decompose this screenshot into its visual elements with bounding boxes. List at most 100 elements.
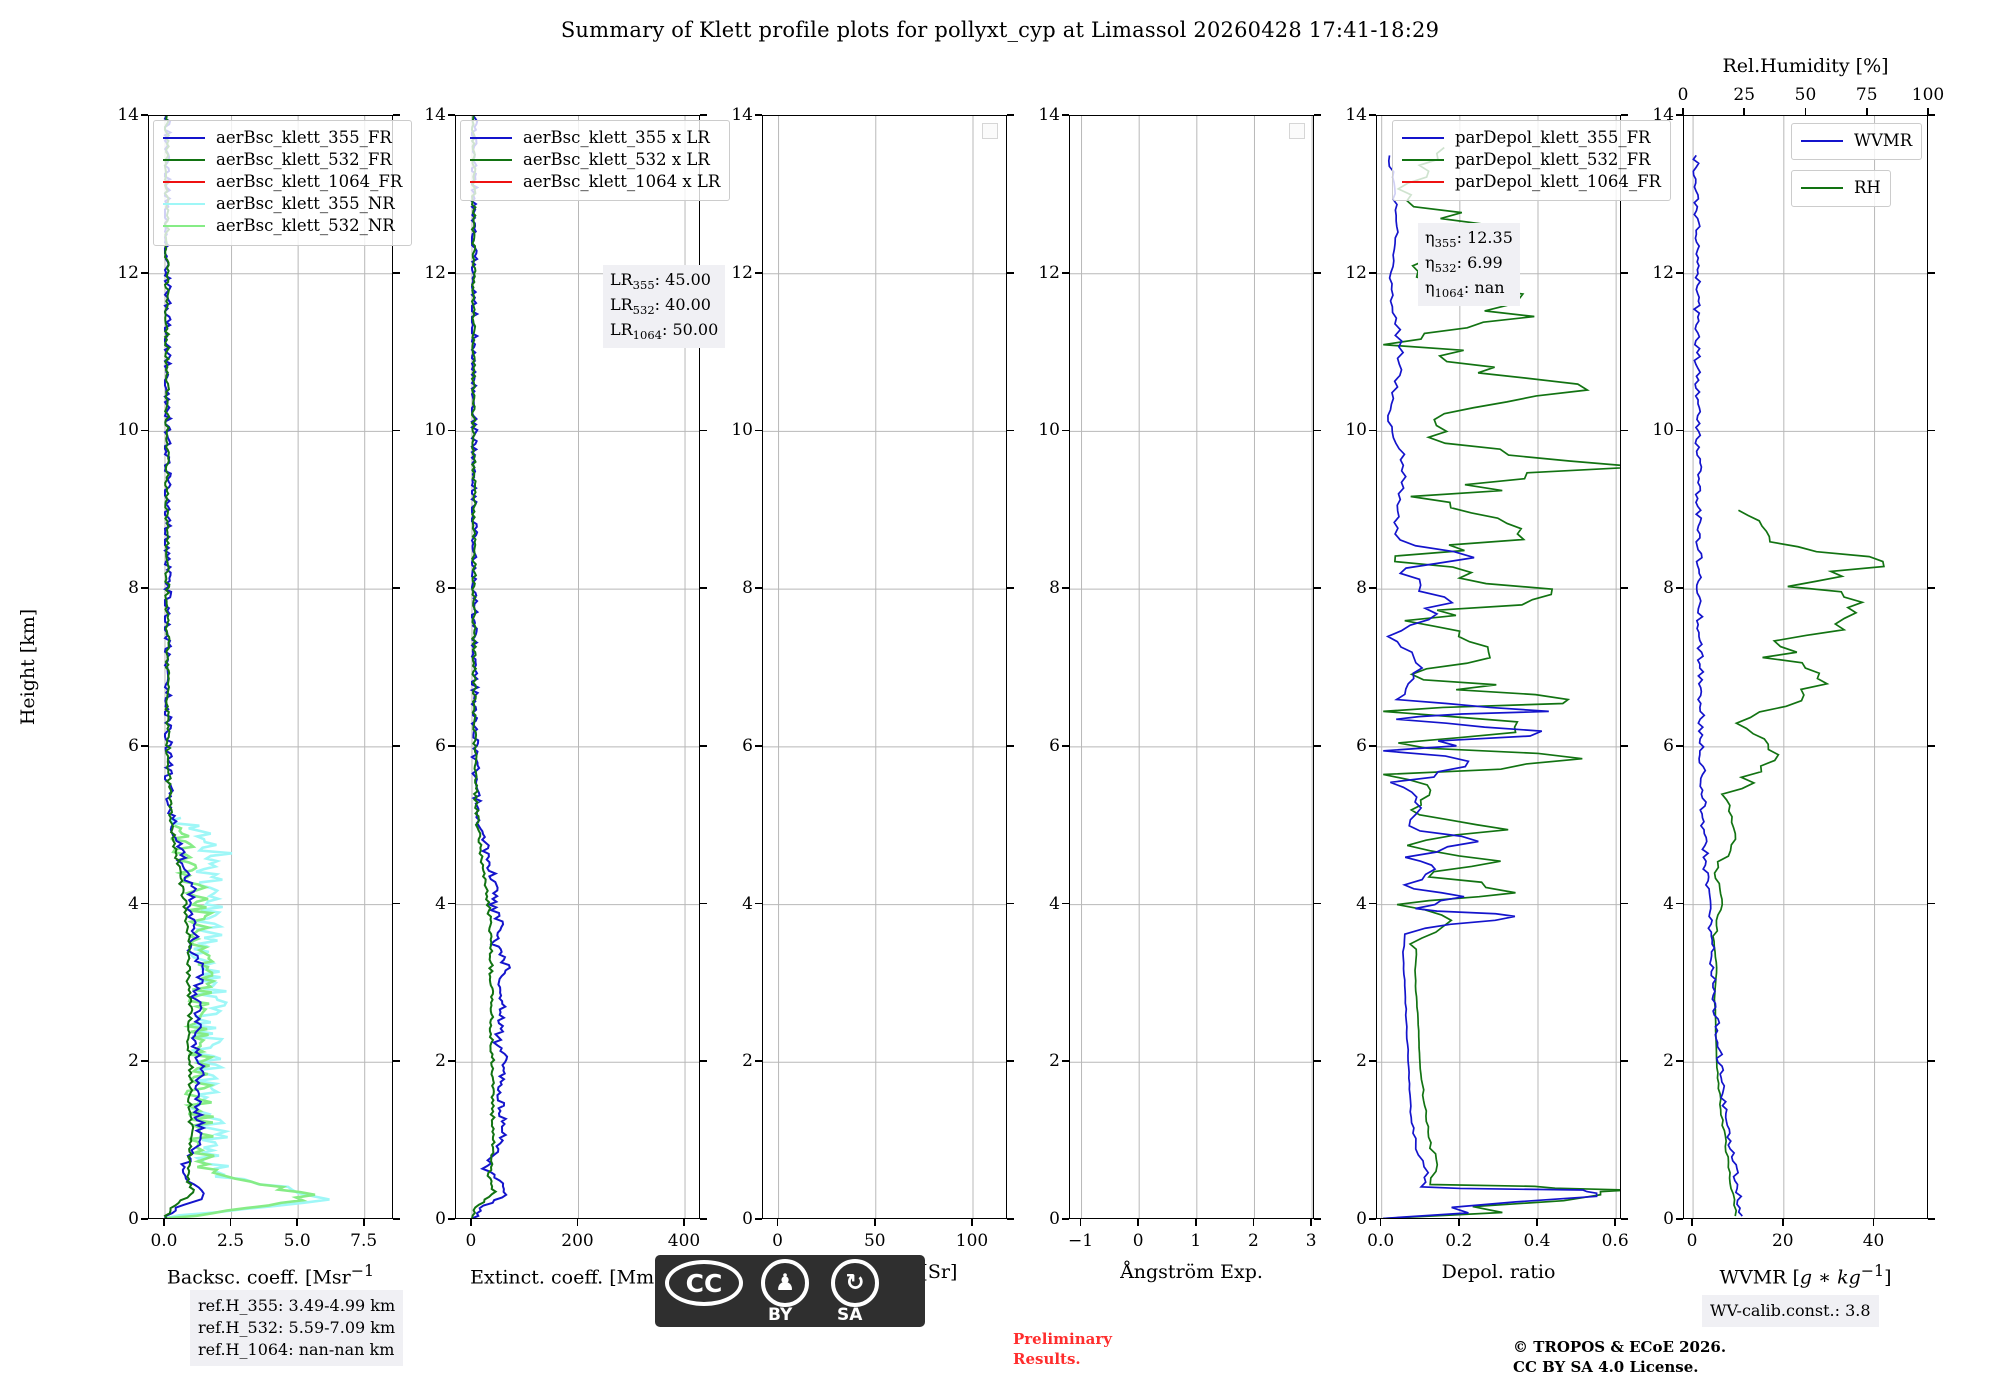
xtick-mark <box>683 1219 685 1226</box>
ytick-mark <box>448 902 455 905</box>
ytick-mark <box>1314 587 1321 589</box>
top-xtick-mark <box>1927 108 1929 115</box>
angstroem-curves <box>1070 116 1313 1218</box>
legend-label: aerBsc_klett_532_NR <box>216 216 395 236</box>
figure-title: Summary of Klett profile plots for polly… <box>560 18 1440 42</box>
ytick-mark <box>1007 902 1014 905</box>
panel-depol-ratio[interactable]: parDepol_klett_355_FR parDepol_klett_532_… <box>1345 105 1671 1283</box>
panel-wvmr-rh[interactable]: Rel.Humidity [%] WVMR RH WVMR [g ∗ kg−1]… <box>1652 55 1944 1288</box>
legend-entry[interactable]: aerBsc_klett_532_FR <box>163 149 402 171</box>
xtick-label: 7.5 <box>350 1231 378 1251</box>
legend-line-swatch <box>1402 159 1444 162</box>
legend-entry[interactable]: aerBsc_klett_1064_FR <box>163 171 402 193</box>
ytick-mark <box>393 429 400 432</box>
legend-line-swatch <box>470 159 512 162</box>
legend-line-swatch <box>163 137 205 140</box>
ytick-mark <box>1062 271 1069 274</box>
ytick-label: 0 <box>1049 1209 1060 1229</box>
xtick-label: 0 <box>1132 1231 1144 1251</box>
backscatter-curves <box>149 116 392 1218</box>
ytick-mark <box>1062 745 1069 747</box>
legend-entry[interactable]: aerBsc_klett_355_NR <box>163 193 402 215</box>
ytick-mark <box>1369 902 1376 905</box>
ytick-label: 12 <box>117 262 139 283</box>
ytick-mark <box>1676 745 1683 747</box>
ytick-mark <box>1676 587 1683 589</box>
xtick-mark <box>971 1219 973 1226</box>
legend-entry[interactable]: aerBsc_klett_1064 x LR <box>470 171 720 193</box>
panel-backscatter[interactable]: aerBsc_klett_355_FR aerBsc_klett_532_FR ae… <box>117 105 413 1316</box>
xtick-mark <box>776 1219 779 1226</box>
ytick-label: 6 <box>742 735 753 756</box>
xtick-mark <box>1379 1219 1382 1226</box>
xtick-label: 0 <box>1686 1231 1698 1251</box>
ytick-label: 2 <box>1356 1051 1367 1072</box>
topaxis-title-humidity: Rel.Humidity [%] <box>1722 55 1889 77</box>
ytick-mark <box>1007 1218 1014 1220</box>
ytick-label: 0 <box>128 1209 139 1229</box>
ytick-label: 12 <box>1038 262 1060 283</box>
legend-rh[interactable]: RH <box>1791 170 1891 208</box>
legend-depol-ratio[interactable]: parDepol_klett_355_FR parDepol_klett_532_… <box>1392 120 1671 202</box>
xtick-mark <box>1782 1219 1784 1226</box>
panel-extinction[interactable]: aerBsc_klett_355 x LR aerBsc_klett_532 x … <box>424 105 731 1288</box>
ytick-label: 6 <box>1663 735 1674 756</box>
empty-legend-angstroem[interactable] <box>1289 123 1305 139</box>
ytick-label: 12 <box>1345 262 1367 283</box>
legend-entry[interactable]: aerBsc_klett_355 x LR <box>470 127 720 149</box>
xtick-label: 20 <box>1771 1231 1794 1251</box>
prelim-line: Results. <box>1013 1349 1081 1368</box>
legend-backscatter[interactable]: aerBsc_klett_355_FR aerBsc_klett_532_FR ae… <box>153 120 413 246</box>
ytick-mark <box>393 745 400 747</box>
ytick-mark <box>1314 1060 1321 1063</box>
cc-badge-bottom-block <box>655 1303 925 1327</box>
legend-entry[interactable]: parDepol_klett_1064_FR <box>1402 171 1661 193</box>
ytick-mark <box>1928 271 1935 274</box>
ytick-mark <box>141 587 148 589</box>
ytick-mark <box>1369 745 1376 747</box>
ytick-mark <box>1621 902 1628 905</box>
legend-entry[interactable]: parDepol_klett_355_FR <box>1402 127 1661 149</box>
legend-entry[interactable]: aerBsc_klett_532 x LR <box>470 149 720 171</box>
empty-legend-lidar-ratio[interactable] <box>982 123 998 139</box>
ytick-label: 4 <box>1663 893 1674 914</box>
ytick-mark <box>1062 429 1069 432</box>
ytick-mark <box>700 429 707 432</box>
ytick-mark <box>1928 902 1935 905</box>
ytick-label: 0 <box>1356 1209 1367 1229</box>
legend-label: aerBsc_klett_355 x LR <box>523 128 710 147</box>
legend-entry[interactable]: aerBsc_klett_355_FR <box>163 127 402 149</box>
ytick-label: 0 <box>435 1209 446 1229</box>
ytick-mark <box>393 1060 400 1063</box>
panel-angstroem[interactable]: Ångström Exp. 0 2 4 6 8 10 12 14 −1 0 1 2 3 <box>1038 105 1321 1283</box>
ytick-mark <box>1676 1060 1683 1063</box>
ytick-mark <box>1369 271 1376 274</box>
legend-entry[interactable]: aerBsc_klett_532_NR <box>163 215 402 237</box>
legend-label: parDepol_klett_355_FR <box>1455 128 1651 147</box>
ytick-label: 8 <box>1356 578 1367 599</box>
ytick-mark <box>700 1218 707 1220</box>
ytick-mark <box>1369 429 1376 432</box>
y-axis-label: Height [km] <box>17 608 39 726</box>
legend-entry[interactable]: parDepol_klett_532_FR <box>1402 149 1661 171</box>
ytick-mark <box>141 271 148 274</box>
ytick-mark <box>1928 1060 1935 1063</box>
copyright-line: © TROPOS & ECoE 2026. <box>1513 1338 1727 1356</box>
ytick-mark <box>1928 745 1935 747</box>
top-xtick-mark <box>1743 108 1746 115</box>
ytick-label: 14 <box>424 105 446 125</box>
ytick-mark <box>141 745 148 747</box>
ytick-mark <box>1621 745 1628 747</box>
ytick-mark <box>1621 271 1628 274</box>
legend-wvmr[interactable]: WVMR <box>1791 123 1923 161</box>
cc-license-badge[interactable]: CC ♟ ↻ BY SA <box>655 1255 925 1327</box>
xtick-label: 0 <box>465 1231 477 1251</box>
legend-label: parDepol_klett_532_FR <box>1455 150 1651 170</box>
ytick-label: 0 <box>742 1209 753 1229</box>
ytick-label: 8 <box>128 578 139 599</box>
legend-extinction[interactable]: aerBsc_klett_355 x LR aerBsc_klett_532 x … <box>460 120 731 202</box>
infobox-row: LR355: 45.00 <box>610 270 711 293</box>
ytick-mark <box>448 1060 455 1063</box>
ytick-mark <box>393 902 400 905</box>
